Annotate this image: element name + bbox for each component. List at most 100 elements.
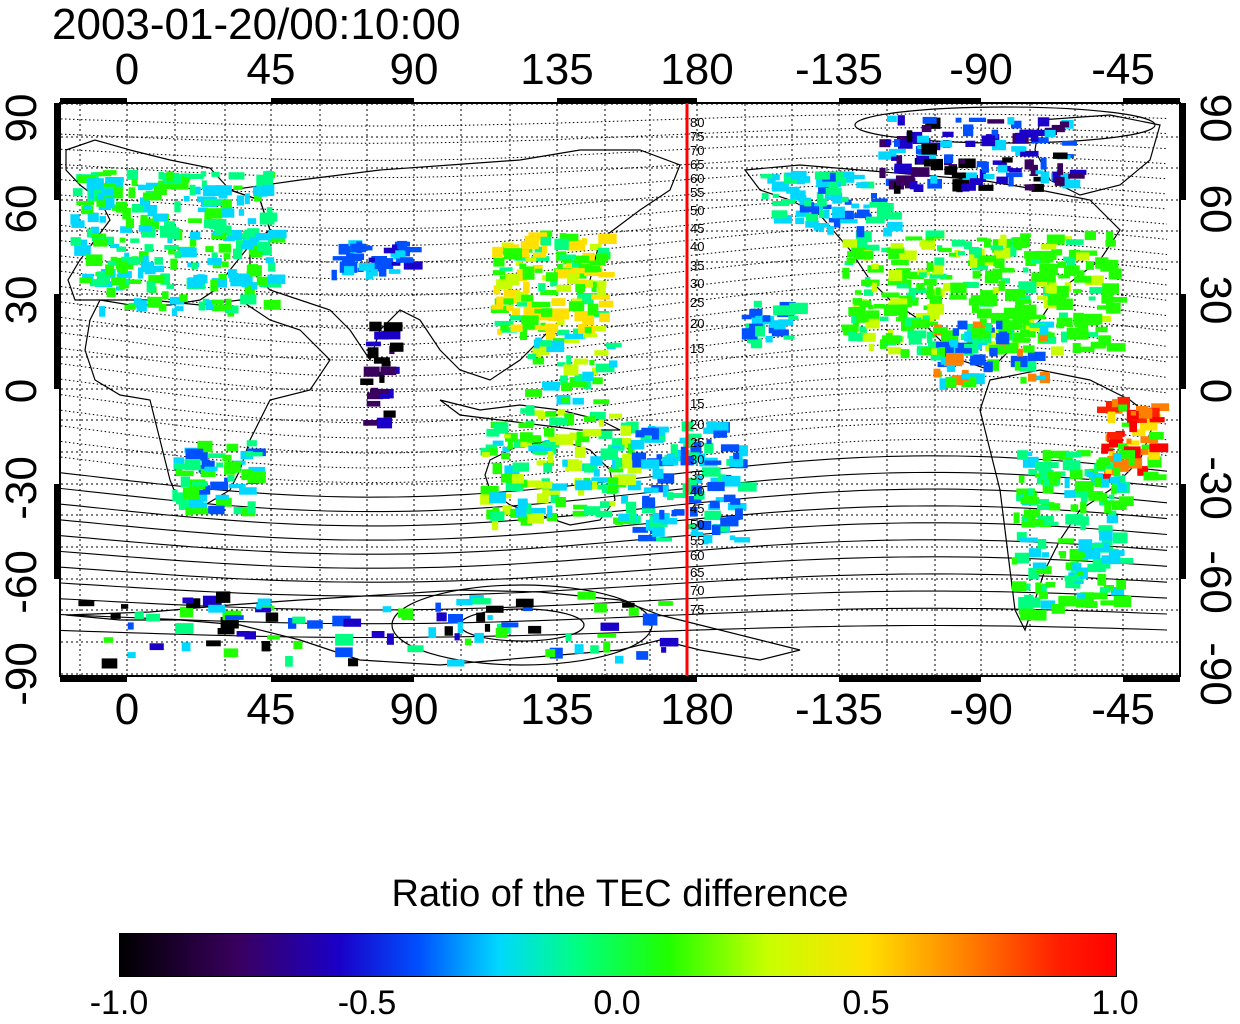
- maglat-contour: [60, 141, 1168, 161]
- tec-patch: [600, 448, 618, 460]
- tec-patch: [105, 196, 115, 209]
- tec-patch: [244, 193, 250, 205]
- tec-patch: [106, 287, 116, 298]
- tec-patch: [538, 283, 546, 292]
- tec-patch: [854, 213, 872, 219]
- tec-patch: [482, 452, 490, 458]
- tec-patch: [596, 253, 609, 262]
- tec-patch: [536, 493, 549, 504]
- tec-patch: [931, 348, 950, 360]
- tec-patch: [142, 192, 162, 201]
- tec-patch: [891, 156, 898, 161]
- tec-patch: [254, 233, 272, 241]
- tec-patch: [584, 463, 597, 473]
- tec-patch: [987, 359, 999, 371]
- tec-patch: [905, 236, 923, 241]
- tec-patch: [1037, 117, 1050, 127]
- tec-patch: [1016, 532, 1027, 541]
- tec-patch: [781, 199, 796, 204]
- tec-patch: [174, 251, 182, 259]
- tec-patch: [268, 229, 287, 239]
- tec-patch: [246, 265, 262, 277]
- lon-tick-top: 90: [389, 45, 439, 94]
- tec-patch: [844, 199, 852, 205]
- tec-patch: [262, 184, 275, 196]
- tec-patch: [376, 417, 393, 429]
- tec-patch: [1028, 129, 1046, 136]
- tec-patch: [957, 320, 968, 330]
- tec-patch: [815, 204, 832, 209]
- tec-patch: [1062, 140, 1077, 146]
- tec-patch: [888, 347, 902, 355]
- tec-patch: [952, 179, 970, 192]
- tec-patch: [544, 323, 559, 332]
- tec-patch: [1117, 396, 1130, 408]
- tec-patch: [223, 648, 239, 658]
- tec-patch: [828, 182, 839, 189]
- tec-patch: [492, 246, 503, 258]
- tec-patch: [528, 232, 547, 240]
- tec-patch: [1057, 163, 1063, 175]
- tec-patch: [366, 264, 383, 269]
- tec-patch: [237, 233, 249, 240]
- tec-patch: [504, 465, 520, 477]
- tec-patch: [545, 411, 557, 417]
- tec-patch: [505, 432, 518, 442]
- tec-patch: [383, 410, 396, 418]
- tec-patch: [175, 492, 188, 505]
- tec-patch: [854, 290, 862, 295]
- tec-patch: [696, 520, 712, 530]
- tec-patch: [828, 217, 845, 223]
- tec-patch: [582, 371, 594, 381]
- tec-patch: [527, 480, 541, 488]
- tec-patch: [861, 279, 880, 287]
- maglat-contour: [60, 113, 1168, 127]
- tec-patch: [1078, 270, 1085, 282]
- tec-patch: [1117, 482, 1127, 492]
- tec-patch: [738, 482, 757, 492]
- tec-patch: [241, 469, 253, 481]
- tec-patch: [159, 225, 177, 238]
- tec-patch: [1035, 170, 1043, 175]
- colorbar-tick: 0.0: [593, 984, 641, 1022]
- tec-patch: [74, 245, 91, 256]
- tec-patch: [1069, 469, 1083, 479]
- maglat-label-north: 65: [690, 157, 705, 172]
- tec-patch: [565, 634, 572, 642]
- tec-patch: [511, 474, 524, 484]
- tec-patch: [448, 614, 463, 624]
- tec-patch: [894, 163, 912, 174]
- tec-patch: [916, 283, 925, 290]
- tec-patch: [1094, 478, 1102, 488]
- frame-bar-top: [271, 98, 414, 104]
- tec-patch: [210, 279, 219, 292]
- tec-patch: [1040, 243, 1057, 250]
- tec-patch: [1097, 406, 1109, 414]
- tec-patch: [661, 518, 678, 525]
- tec-patch: [839, 219, 858, 224]
- tec-patch: [741, 314, 752, 320]
- maglat-label-north: 55: [690, 185, 705, 200]
- tec-patch: [528, 445, 544, 452]
- tec-patch: [503, 289, 521, 297]
- tec-patch: [573, 504, 588, 510]
- tec-patch: [795, 217, 805, 225]
- tec-patch: [519, 328, 527, 340]
- tec-patch: [578, 279, 592, 288]
- tec-patch: [403, 261, 423, 270]
- tec-patch: [1034, 250, 1054, 263]
- lat-tick-left: 0: [0, 378, 46, 404]
- lat-tick-right: 30: [1191, 275, 1240, 325]
- tec-patch: [896, 155, 903, 166]
- tec-patch: [502, 505, 512, 515]
- tec-patch: [174, 463, 193, 470]
- colorbar-tick: -0.5: [337, 984, 397, 1022]
- tec-patch: [1072, 563, 1082, 571]
- tec-patch: [579, 264, 592, 269]
- tec-patch: [734, 537, 750, 543]
- lon-tick-top: 45: [246, 45, 296, 94]
- tec-patch: [292, 616, 306, 624]
- tec-patch: [1042, 482, 1054, 494]
- tec-patch: [574, 644, 584, 654]
- tec-patch: [378, 267, 387, 277]
